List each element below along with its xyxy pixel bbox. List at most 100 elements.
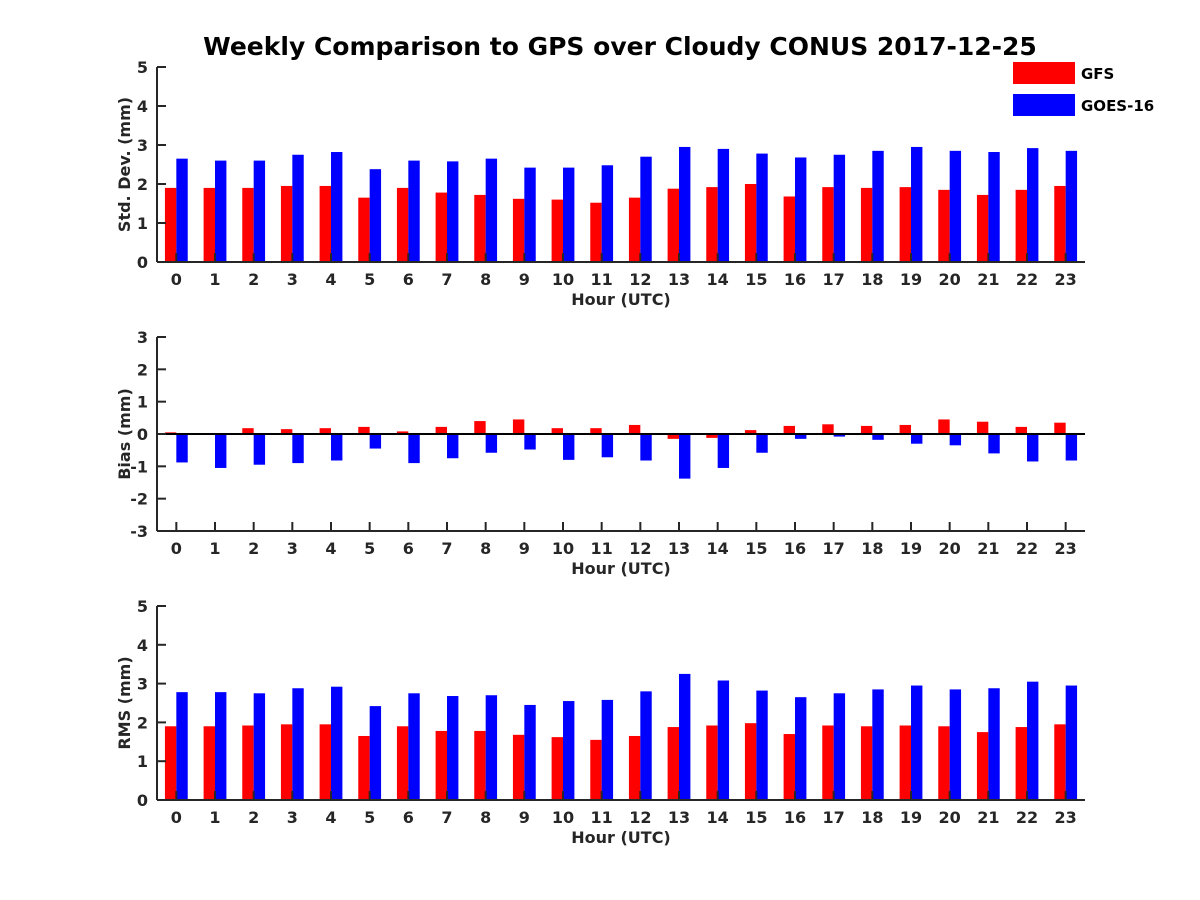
stddev-bar-goes16: [524, 167, 536, 262]
stddev-bar-goes16: [872, 150, 884, 262]
stddev-bar-goes16: [679, 146, 691, 262]
rms-bar-goes16: [756, 690, 768, 800]
rms-ytick-label: 2: [137, 713, 148, 732]
rms-bar-gfs: [203, 726, 215, 800]
rms-xtick-label: 9: [519, 808, 530, 827]
stddev-ytick-label: 1: [137, 214, 148, 233]
stddev-bar-gfs: [203, 187, 215, 262]
bias-x-axis-label: Hour (UTC): [571, 559, 671, 578]
stddev-bar-goes16: [795, 157, 807, 262]
rms-bar-gfs: [164, 726, 177, 800]
bias-bar-gfs: [280, 429, 293, 434]
stddev-bar-gfs: [706, 187, 718, 262]
bias-bar-gfs: [628, 424, 641, 434]
bias-xtick-label: 11: [591, 539, 613, 558]
bias-xtick-label: 18: [861, 539, 883, 558]
bias-xtick-label: 13: [668, 539, 690, 558]
rms-bar-goes16: [447, 696, 459, 800]
bias-bar-gfs: [744, 430, 757, 434]
bias-bar-gfs: [860, 425, 873, 434]
rms-xtick-label: 10: [552, 808, 574, 827]
bias-xtick-label: 2: [248, 539, 259, 558]
bias-xtick-label: 5: [364, 539, 375, 558]
bias-xtick-label: 16: [784, 539, 806, 558]
stddev-xtick-label: 12: [629, 270, 651, 289]
rms-bar-gfs: [396, 726, 409, 800]
stddev-bar-gfs: [396, 187, 409, 262]
rms-bar-gfs: [280, 724, 293, 800]
rms-bar-goes16: [679, 673, 691, 800]
rms-bar-gfs: [822, 725, 834, 800]
bias-xtick-label: 9: [519, 539, 530, 558]
stddev-xtick-label: 7: [441, 270, 452, 289]
stddev-ytick-label: 4: [137, 97, 148, 116]
bias-ytick-label: 2: [137, 360, 148, 379]
bias-bar-goes16: [601, 434, 614, 458]
rms-ytick-label: 5: [137, 597, 148, 616]
rms-bar-goes16: [176, 692, 188, 800]
stddev-xtick-label: 19: [900, 270, 922, 289]
stddev-bar-gfs: [358, 197, 370, 262]
stddev-bar-gfs: [860, 187, 873, 262]
stddev-bar-gfs: [280, 185, 293, 262]
bias-bar-gfs: [1015, 426, 1027, 434]
bias-ytick-label: 0: [137, 425, 148, 444]
rms-xtick-label: 17: [823, 808, 845, 827]
bias-bar-goes16: [176, 434, 188, 463]
rms-bar-gfs: [976, 732, 989, 800]
bias-bar-gfs: [783, 425, 795, 434]
rms-bar-gfs: [783, 734, 795, 800]
stddev-xtick-label: 14: [707, 270, 729, 289]
rms-x-axis-label: Hour (UTC): [571, 828, 671, 847]
stddev-xtick-label: 4: [325, 270, 336, 289]
bias-bar-goes16: [872, 434, 884, 440]
stddev-xtick-label: 10: [552, 270, 574, 289]
rms-bar-gfs: [242, 725, 254, 800]
rms-bar-goes16: [369, 706, 382, 800]
rms-bar-gfs: [474, 730, 486, 800]
stddev-bar-gfs: [164, 187, 177, 262]
bias-xtick-label: 22: [1016, 539, 1038, 558]
rms-bar-goes16: [833, 693, 846, 800]
bias-xtick-label: 8: [480, 539, 491, 558]
bias-bar-goes16: [524, 434, 536, 450]
bias-xtick-label: 14: [707, 539, 729, 558]
stddev-bar-goes16: [717, 148, 730, 262]
stddev-bar-gfs: [938, 189, 950, 262]
bias-bar-gfs: [551, 428, 563, 434]
stddev-bar-gfs: [1015, 189, 1027, 262]
bias-xtick-label: 10: [552, 539, 574, 558]
rms-xtick-label: 11: [591, 808, 613, 827]
rms-xtick-label: 5: [364, 808, 375, 827]
rms-xtick-label: 14: [707, 808, 729, 827]
stddev-bar-gfs: [667, 188, 679, 262]
stddev-bar-goes16: [369, 169, 382, 262]
bias-bar-goes16: [833, 434, 846, 437]
stddev-y-axis-label: Std. Dev. (mm): [115, 97, 134, 232]
rms-xtick-label: 16: [784, 808, 806, 827]
stddev-bar-gfs: [512, 198, 525, 262]
bias-bar-goes16: [369, 434, 382, 449]
rms-bar-goes16: [717, 680, 730, 800]
rms-bar-goes16: [872, 689, 884, 800]
stddev-bar-goes16: [601, 165, 614, 262]
stddev-bar-goes16: [408, 160, 420, 262]
stddev-xtick-label: 13: [668, 270, 690, 289]
stddev-xtick-label: 1: [209, 270, 220, 289]
rms-bar-goes16: [331, 686, 343, 800]
stddev-bar-goes16: [640, 156, 652, 262]
stddev-xtick-label: 8: [480, 270, 491, 289]
bias-bar-goes16: [563, 434, 575, 460]
rms-bar-goes16: [485, 695, 498, 800]
bias-ytick-label: -1: [130, 457, 148, 476]
bias-bar-goes16: [253, 434, 266, 465]
bias-bar-gfs: [590, 428, 602, 434]
stddev-bar-gfs: [783, 196, 795, 262]
stddev-bar-gfs: [319, 185, 331, 262]
rms-xtick-label: 12: [629, 808, 651, 827]
stddev-xtick-label: 23: [1055, 270, 1077, 289]
stddev-xtick-label: 22: [1016, 270, 1038, 289]
